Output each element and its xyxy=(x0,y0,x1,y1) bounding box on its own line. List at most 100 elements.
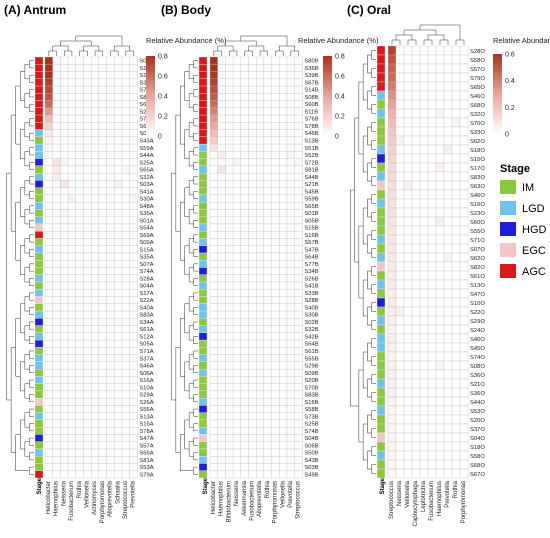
heatmap-cell xyxy=(225,172,234,181)
heatmap-cell xyxy=(44,405,53,413)
dendrogram-branch xyxy=(371,86,376,96)
heatmap-cell xyxy=(411,423,421,434)
row-label: S49B xyxy=(304,472,318,478)
heatmap-cell xyxy=(387,171,397,182)
heatmap-cell xyxy=(114,136,123,145)
dendrogram-branch xyxy=(193,466,198,475)
panel-a-heatmap-grid xyxy=(44,56,138,479)
heatmap-cell xyxy=(419,387,429,398)
heatmap-cell xyxy=(395,297,405,308)
heatmap-cell xyxy=(248,332,257,341)
heatmap-cell xyxy=(114,187,123,196)
heatmap-cell xyxy=(75,151,84,159)
heatmap-cell xyxy=(75,114,84,123)
heatmap-cell xyxy=(129,281,138,290)
heatmap-cell xyxy=(443,423,453,434)
stage-cell-lgd xyxy=(376,144,386,155)
heatmap-cell xyxy=(91,318,100,326)
heatmap-cell xyxy=(75,463,84,471)
heatmap-cell xyxy=(294,122,303,130)
stage-cell-im xyxy=(376,306,386,317)
heatmap-cell xyxy=(435,243,445,254)
heatmap-cell xyxy=(44,310,53,319)
row-label: S59B xyxy=(304,197,318,203)
row-label: S57B xyxy=(304,240,318,246)
heatmap-cell xyxy=(256,209,265,217)
heatmap-cell xyxy=(427,342,437,353)
stage-cell-im xyxy=(198,419,208,428)
heatmap-cell xyxy=(209,310,218,319)
heatmap-cell xyxy=(232,129,241,138)
heatmap-cell xyxy=(403,72,413,83)
heatmap-cell xyxy=(129,194,138,203)
heatmap-cell xyxy=(419,288,429,299)
row-label: S30B xyxy=(304,313,318,319)
heatmap-cell xyxy=(387,378,397,389)
heatmap-cell xyxy=(232,419,241,428)
heatmap-cell xyxy=(225,165,234,174)
heatmap-cell xyxy=(286,434,295,442)
heatmap-cell xyxy=(286,194,295,203)
heatmap-cell xyxy=(209,470,218,479)
heatmap-cell xyxy=(286,78,295,87)
heatmap-cell xyxy=(225,209,234,217)
heatmap-cell xyxy=(209,151,218,159)
heatmap-cell xyxy=(91,412,100,421)
heatmap-cell xyxy=(286,136,295,145)
heatmap-cell xyxy=(44,281,53,290)
heatmap-cell xyxy=(286,260,295,268)
heatmap-cell xyxy=(395,315,405,326)
heatmap-cell xyxy=(91,114,100,123)
colorbar-tick-label: 0.8 xyxy=(158,54,168,61)
heatmap-cell xyxy=(395,243,405,254)
heatmap-cell xyxy=(294,318,303,326)
row-label: S81A xyxy=(139,458,153,464)
heatmap-cell xyxy=(60,281,69,290)
heatmap-cell xyxy=(294,201,303,210)
column-label: Haemophilus xyxy=(219,481,225,516)
heatmap-cell xyxy=(387,369,397,380)
heatmap-cell xyxy=(279,361,288,370)
heatmap-cell xyxy=(209,158,218,167)
column-dendrogram-branch xyxy=(52,45,69,51)
heatmap-cell xyxy=(67,427,76,435)
heatmap-cell xyxy=(387,252,397,263)
colorbar-tick-label: 0.4 xyxy=(505,78,515,85)
row-label: S26A xyxy=(139,400,153,406)
stage-cell-hgd xyxy=(34,318,44,326)
heatmap-cell xyxy=(60,325,69,334)
heatmap-cell xyxy=(294,143,303,152)
stage-cell-hgd xyxy=(376,153,386,164)
heatmap-cell xyxy=(263,434,272,442)
heatmap-cell xyxy=(256,136,265,145)
heatmap-cell xyxy=(44,78,53,87)
heatmap-cell xyxy=(225,201,234,210)
heatmap-cell xyxy=(209,122,218,130)
heatmap-cell xyxy=(67,238,76,246)
heatmap-cell xyxy=(44,209,53,217)
stage-cell-im xyxy=(376,225,386,236)
heatmap-cell xyxy=(60,151,69,159)
heatmap-cell xyxy=(232,383,241,392)
heatmap-cell xyxy=(459,360,469,371)
heatmap-cell xyxy=(121,303,130,312)
stage-cell-im xyxy=(376,369,386,380)
heatmap-cell xyxy=(44,419,53,428)
heatmap-cell xyxy=(60,165,69,174)
heatmap-cell xyxy=(248,78,257,87)
dendrogram-branch xyxy=(193,205,198,214)
column-label: Capnocytophaga xyxy=(413,480,419,526)
heatmap-cell xyxy=(106,194,115,203)
row-label: S69A xyxy=(139,233,153,239)
heatmap-cell xyxy=(225,361,234,370)
heatmap-cell xyxy=(91,332,100,341)
heatmap-cell xyxy=(248,434,257,442)
heatmap-cell xyxy=(256,180,265,188)
heatmap-cell xyxy=(232,231,241,239)
row-label: S67B xyxy=(304,80,318,86)
heatmap-cell xyxy=(435,297,445,308)
heatmap-cell xyxy=(129,361,138,370)
heatmap-cell xyxy=(98,201,107,210)
column-label: Helicobacter xyxy=(46,481,52,514)
heatmap-cell xyxy=(121,194,130,203)
